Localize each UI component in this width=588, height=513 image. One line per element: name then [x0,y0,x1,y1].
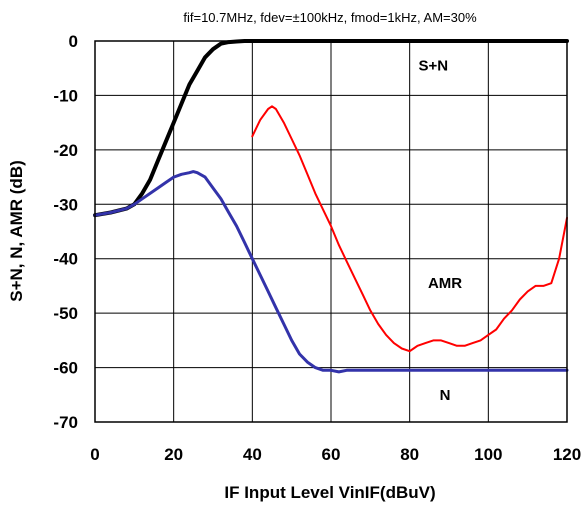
x-tick-label: 100 [474,445,502,464]
y-tick-label: -70 [53,413,78,432]
y-tick-label: -30 [53,195,78,214]
annotation-label: N [440,387,451,404]
x-tick-label: 120 [553,445,581,464]
series-line-2 [251,105,568,353]
x-tick-label: 0 [90,445,99,464]
y-tick-labels: 0 -10 -20 -30 -40 -50 -60 -70 [53,32,78,432]
y-tick-label: 0 [69,32,78,51]
chart-title: fif=10.7MHz, fdev=±100kHz, fmod=1kHz, AM… [183,10,477,25]
series-line-3 [93,170,569,374]
y-axis-title: S+N, N, AMR (dB) [7,160,26,302]
x-tick-labels: 0 20 40 60 80 100 120 [90,445,581,464]
annotation-label: AMR [428,275,462,292]
x-tick-label: 40 [243,445,262,464]
annotations: S+N AMR N [418,57,462,403]
y-tick-label: -60 [53,359,78,378]
y-tick-label: -40 [53,250,78,269]
x-axis-title: IF Input Level VinIF(dBuV) [224,483,435,502]
x-tick-label: 80 [400,445,419,464]
y-tick-label: -50 [53,304,78,323]
x-tick-label: 20 [164,445,183,464]
plot-frame [94,40,568,423]
y-tick-label: -20 [53,141,78,160]
y-tick-label: -10 [53,86,78,105]
x-tick-label: 60 [322,445,341,464]
annotation-label: S+N [418,57,448,74]
grid-lines [95,41,567,422]
